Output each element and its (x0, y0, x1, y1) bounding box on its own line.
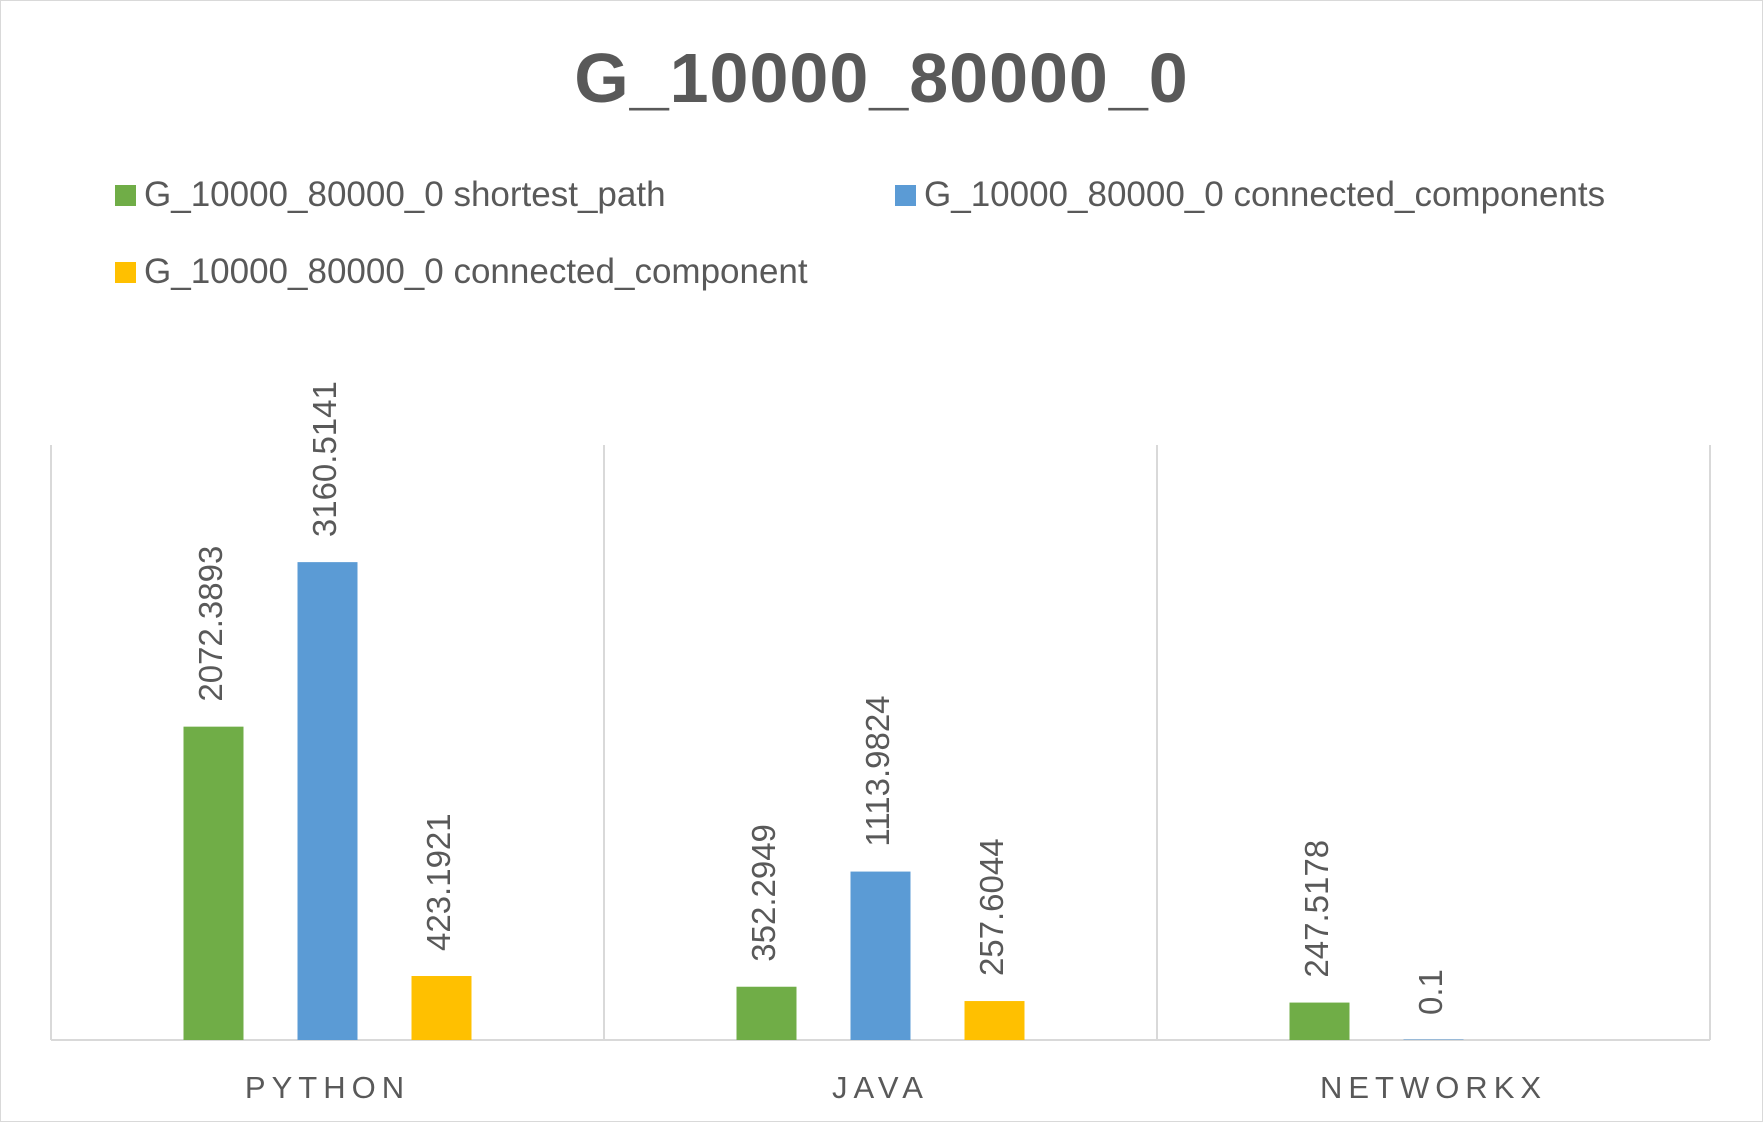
bar (850, 871, 911, 1040)
bar (964, 1001, 1025, 1040)
data-label: 257.6044 (973, 838, 1010, 976)
legend-swatch-shortest-path (115, 184, 136, 206)
bar (736, 986, 797, 1040)
bar (411, 976, 472, 1040)
data-label: 247.5178 (1298, 840, 1335, 978)
data-label: 423.1921 (420, 813, 457, 951)
legend-label-connected-component: G_10000_80000_0 connected_component (144, 252, 808, 291)
legend-label-connected-components: G_10000_80000_0 connected_components (924, 175, 1606, 214)
data-label: 0.1 (1412, 969, 1449, 1015)
bar (297, 562, 358, 1040)
legend-item-shortest-path: G_10000_80000_0 shortest_path (115, 175, 666, 215)
data-label: 352.2949 (745, 824, 782, 962)
data-label: 2072.3893 (192, 546, 229, 702)
legend-item-connected-components: G_10000_80000_0 connected_components (895, 175, 1605, 215)
bar (1403, 1039, 1464, 1040)
category-label: PYTHON (245, 1070, 410, 1105)
bar (1289, 1002, 1350, 1040)
data-label: 1113.9824 (859, 695, 896, 846)
category-label: NETWORKX (1320, 1070, 1547, 1105)
legend-item-connected-component: G_10000_80000_0 connected_component (115, 252, 808, 292)
legend: G_10000_80000_0 shortest_path G_10000_80… (0, 0, 1763, 300)
legend-swatch-connected-component (115, 261, 136, 283)
legend-label-shortest-path: G_10000_80000_0 shortest_path (144, 175, 666, 214)
bar (183, 726, 244, 1040)
data-label: 3160.5141 (306, 381, 343, 537)
chart-title: G_10000_80000_0 (574, 39, 1189, 117)
category-label: JAVA (832, 1070, 929, 1105)
legend-swatch-connected-components (895, 184, 916, 206)
